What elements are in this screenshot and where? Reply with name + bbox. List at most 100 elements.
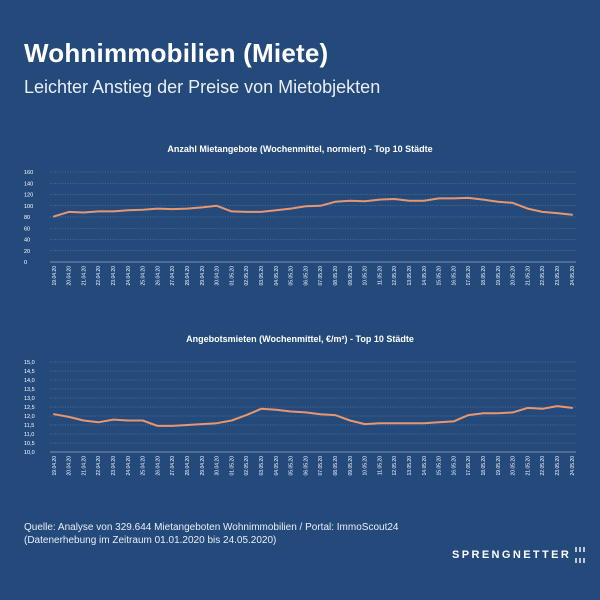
y-tick-label: 15,0 <box>24 360 35 366</box>
y-tick-label: 12,5 <box>24 405 35 411</box>
data-point <box>319 205 321 207</box>
y-tick-label: 14,5 <box>24 369 35 375</box>
data-point <box>512 202 514 204</box>
data-point <box>453 420 455 422</box>
x-tick-label: 20.05.20 <box>511 266 517 286</box>
x-tick-label: 15.05.20 <box>437 266 443 286</box>
data-point <box>201 206 203 209</box>
x-tick-label: 13.05.20 <box>407 456 413 476</box>
data-point <box>171 208 173 210</box>
x-tick-label: 19.04.20 <box>52 456 58 476</box>
data-point <box>364 423 366 425</box>
data-point <box>275 409 277 411</box>
x-tick-label: 15.05.20 <box>437 456 443 476</box>
data-point <box>53 215 55 218</box>
x-tick-label: 23.05.20 <box>555 266 561 286</box>
data-point <box>438 197 440 200</box>
data-point <box>541 211 544 213</box>
data-point <box>260 408 262 410</box>
data-point <box>379 422 381 424</box>
x-tick-label: 08.05.20 <box>333 266 339 286</box>
data-point <box>408 200 410 202</box>
data-point <box>275 209 277 211</box>
data-point <box>453 197 455 200</box>
chart-title: Anzahl Mietangebote (Wochenmittel, normi… <box>167 144 432 154</box>
data-point <box>290 207 292 210</box>
data-point <box>142 419 144 422</box>
x-tick-label: 11.05.20 <box>377 456 383 475</box>
x-tick-label: 11.05.20 <box>377 266 383 285</box>
x-tick-label: 06.05.20 <box>303 266 309 286</box>
x-tick-label: 24.05.20 <box>570 456 576 476</box>
y-tick-label: 100 <box>24 204 33 210</box>
x-tick-label: 14.05.20 <box>422 456 428 476</box>
data-point <box>216 205 218 207</box>
data-point <box>112 419 114 421</box>
x-tick-label: 17.05.20 <box>466 266 472 286</box>
data-point <box>53 413 55 415</box>
x-tick-label: 05.05.20 <box>289 456 295 476</box>
x-tick-label: 03.05.20 <box>259 266 265 286</box>
x-tick-label: 19.04.20 <box>52 266 58 286</box>
x-tick-label: 16.05.20 <box>451 266 457 286</box>
chart-rents: Angebotsmieten (Wochenmittel, €/m²) - To… <box>0 330 600 510</box>
x-tick-label: 16.05.20 <box>451 456 457 476</box>
data-point <box>512 411 514 413</box>
x-tick-label: 23.04.20 <box>111 266 117 286</box>
x-tick-label: 01.05.20 <box>229 456 235 476</box>
data-point <box>497 201 499 203</box>
data-point <box>186 424 188 426</box>
data-point <box>157 207 159 210</box>
x-tick-label: 27.04.20 <box>170 456 176 476</box>
data-point <box>245 211 247 213</box>
data-point <box>97 210 99 212</box>
x-tick-label: 23.04.20 <box>111 456 117 476</box>
data-point <box>393 422 395 424</box>
chart-rents-svg: Angebotsmieten (Wochenmittel, €/m²) - To… <box>24 334 576 476</box>
data-point <box>142 209 144 211</box>
y-tick-label: 20 <box>24 249 30 255</box>
data-point <box>68 211 70 213</box>
y-tick-label: 140 <box>24 181 33 187</box>
data-point <box>157 425 159 427</box>
data-point <box>571 214 573 216</box>
data-point <box>260 211 262 213</box>
x-tick-label: 07.05.20 <box>318 456 324 476</box>
page-title: Wohnimmobilien (Miete) <box>24 38 329 68</box>
x-tick-label: 19.05.20 <box>496 456 502 476</box>
brand-logo: SPRENGNETTER <box>452 546 588 564</box>
data-point <box>408 422 410 424</box>
x-tick-label: 02.05.20 <box>244 266 250 286</box>
x-tick-label: 14.05.20 <box>422 266 428 286</box>
data-point <box>305 411 307 413</box>
data-point <box>127 209 129 211</box>
data-point <box>171 425 173 427</box>
x-tick-label: 10.05.20 <box>363 266 369 286</box>
data-point <box>467 197 469 199</box>
x-tick-label: 24.04.20 <box>126 266 132 286</box>
y-tick-label: 80 <box>24 215 30 221</box>
y-tick-label: 160 <box>24 170 33 176</box>
x-tick-label: 30.04.20 <box>215 266 221 286</box>
data-point <box>438 421 440 423</box>
source-note: Quelle: Analyse von 329.644 Mietangebote… <box>24 521 398 547</box>
x-tick-label: 09.05.20 <box>348 456 354 476</box>
y-tick-label: 0 <box>24 260 27 266</box>
x-tick-label: 29.04.20 <box>200 266 206 286</box>
x-tick-label: 09.05.20 <box>348 266 354 286</box>
x-tick-label: 10.05.20 <box>363 456 369 476</box>
x-tick-label: 03.05.20 <box>259 456 265 476</box>
data-point <box>497 412 499 414</box>
y-tick-label: 13,0 <box>24 396 35 402</box>
y-tick-label: 11,5 <box>24 423 34 429</box>
y-tick-label: 12,0 <box>24 414 35 420</box>
chart-listings-svg: Anzahl Mietangebote (Wochenmittel, normi… <box>24 144 576 286</box>
x-tick-label: 05.05.20 <box>289 266 295 286</box>
x-tick-label: 28.04.20 <box>185 266 191 286</box>
data-point <box>334 414 336 416</box>
data-point <box>334 201 336 203</box>
chart-listings: Anzahl Mietangebote (Wochenmittel, normi… <box>0 140 600 320</box>
x-tick-label: 21.05.20 <box>525 456 531 476</box>
y-tick-label: 120 <box>24 193 33 199</box>
data-point <box>482 412 484 414</box>
